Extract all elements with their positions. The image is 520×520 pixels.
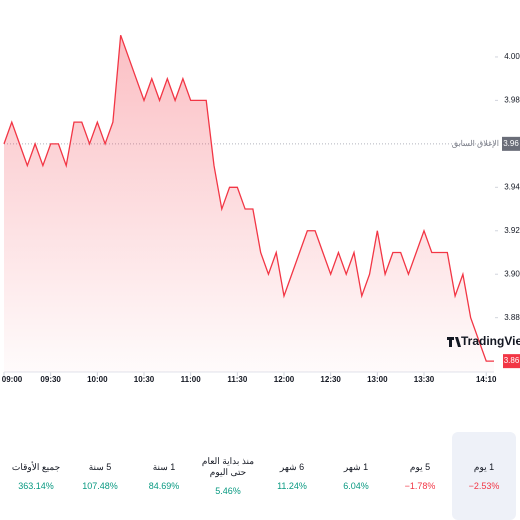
last-price-label: 3.86 xyxy=(504,356,520,365)
y-tick-label: 3.94 xyxy=(504,182,520,191)
x-tick-label: 11:30 xyxy=(227,375,248,384)
period-tab[interactable]: جميع الأوقات 363.14% xyxy=(4,432,68,520)
period-label: 5 سنة xyxy=(88,461,112,472)
period-change: 6.04% xyxy=(343,480,369,491)
chart: 3.88 3.90 3.92 3.94 3.98 4.00 09:00 09:30 10:00 1… xyxy=(2,34,520,384)
period-change: 363.14% xyxy=(18,480,54,491)
period-tab[interactable]: 6 شهر 11.24% xyxy=(260,432,324,520)
period-tab[interactable]: 1 يوم −2.53% xyxy=(452,432,516,520)
watermark: TradingView xyxy=(461,334,520,348)
previous-close-value: 3.96 xyxy=(503,139,519,148)
period-change: −1.78% xyxy=(404,480,436,491)
period-change: 84.69% xyxy=(148,480,180,491)
period-label: 1 شهر xyxy=(343,461,369,472)
previous-close-badge xyxy=(502,136,520,151)
y-tick-label: 3.88 xyxy=(504,313,520,322)
area xyxy=(4,35,494,373)
price-line xyxy=(3,34,494,362)
y-tick-label: 4.00 xyxy=(504,52,520,61)
period-label: جميع الأوقات xyxy=(11,461,61,472)
period-tabs: 1 يوم −2.53% 5 يوم −1.78% 1 شهر 6.04% 6 شهر 11.… xyxy=(0,432,520,520)
x-tick-label: 13:00 xyxy=(367,375,388,384)
period-tab[interactable]: 5 سنة 107.48% xyxy=(68,432,132,520)
period-label: 6 شهر xyxy=(279,461,305,472)
x-tick-label: 09:30 xyxy=(40,375,61,384)
y-tick-label: 3.92 xyxy=(504,226,520,235)
period-label: 1 سنة xyxy=(152,461,176,472)
x-tick-label: 09:00 xyxy=(2,375,23,384)
period-tab[interactable]: 1 سنة 84.69% xyxy=(132,432,196,520)
period-change: 11.24% xyxy=(277,480,307,491)
y-tick-label: 3.98 xyxy=(504,96,520,105)
period-change: −2.53% xyxy=(468,480,500,491)
period-label: 5 يوم xyxy=(409,461,431,472)
watermark-logo xyxy=(447,337,461,347)
period-change: 107.48% xyxy=(82,480,118,491)
x-tick-label: 10:30 xyxy=(134,375,155,384)
period-change: 5.46% xyxy=(215,486,241,496)
x-tick-label: 14:10 xyxy=(476,375,497,384)
period-tab[interactable]: 1 شهر 6.04% xyxy=(324,432,388,520)
period-label: 1 يوم xyxy=(473,461,495,472)
last-price-badge xyxy=(503,354,520,369)
period-tab[interactable]: 5 يوم −1.78% xyxy=(388,432,452,520)
previous-close-title: الإغلاق السابق xyxy=(452,139,499,148)
y-tick-label: 3.90 xyxy=(504,269,520,278)
x-tick-label: 10:00 xyxy=(87,375,108,384)
x-tick-label: 11:00 xyxy=(181,375,202,384)
x-tick-label: 13:30 xyxy=(414,375,435,384)
period-label: منذ بداية العام حتى اليوم xyxy=(201,456,255,477)
x-tick-label: 12:30 xyxy=(320,375,341,384)
period-tab[interactable]: منذ بداية العام حتى اليوم 5.46% xyxy=(196,432,260,520)
x-tick-label: 12:00 xyxy=(274,375,295,384)
